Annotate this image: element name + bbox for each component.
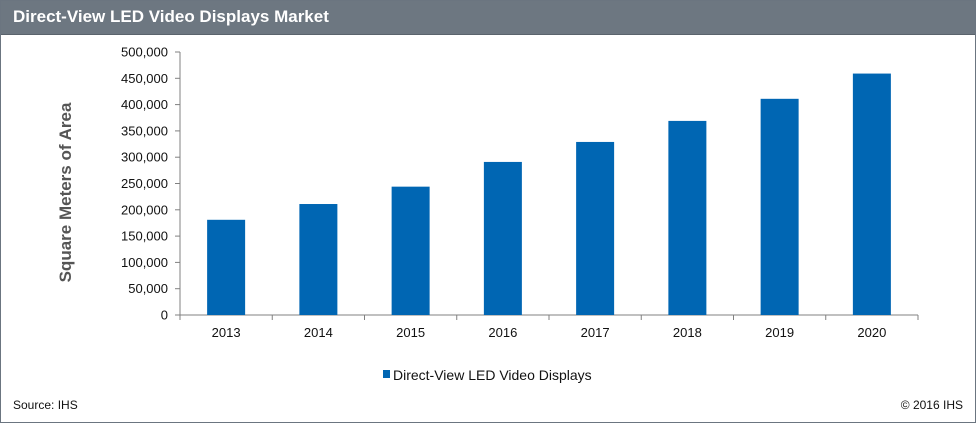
x-tick-label: 2020 xyxy=(857,325,886,340)
y-tick-label: 450,000 xyxy=(121,71,168,86)
legend-label: Direct-View LED Video Displays xyxy=(393,367,592,383)
bar-chart: Square Meters of Area 2013 2014 2015 2016 20… xyxy=(56,45,919,383)
axes xyxy=(175,51,919,320)
bar-2014 xyxy=(299,204,338,315)
y-tick-label: 350,000 xyxy=(121,123,168,138)
bar-2019 xyxy=(760,98,799,315)
y-tick-label: 300,000 xyxy=(121,150,168,165)
y-tick-label: 400,000 xyxy=(121,97,168,112)
y-axis-title-group: Square Meters of Area xyxy=(56,102,75,282)
x-tick-label: 2019 xyxy=(765,325,794,340)
x-tick-label: 2017 xyxy=(581,325,610,340)
y-tick-label: 250,000 xyxy=(121,176,168,191)
y-tick-label: 200,000 xyxy=(121,202,168,217)
y-tick-labels: 0 50,000 100,000 150,000 200,000 250,000 300,0… xyxy=(121,45,168,323)
bar-2017 xyxy=(576,141,615,315)
copyright-note: © 2016 IHS xyxy=(900,398,963,412)
source-note: Source: IHS xyxy=(13,398,78,412)
bar-2016 xyxy=(483,161,522,315)
bar-2015 xyxy=(391,186,430,315)
bar-2020 xyxy=(852,73,891,315)
y-tick-label: 0 xyxy=(161,308,168,323)
bar-2018 xyxy=(668,120,707,315)
title-bar: Direct-View LED Video Displays Market xyxy=(1,1,975,35)
x-tick-label: 2013 xyxy=(212,325,241,340)
y-tick-label: 50,000 xyxy=(128,281,168,296)
x-tick-label: 2016 xyxy=(488,325,517,340)
legend: Direct-View LED Video Displays xyxy=(383,367,592,383)
bar-2013 xyxy=(207,219,246,315)
legend-swatch xyxy=(383,370,390,378)
y-axis-title: Square Meters of Area xyxy=(56,102,75,282)
x-tick-label: 2018 xyxy=(673,325,702,340)
x-tick-label: 2015 xyxy=(396,325,425,340)
chart-title: Direct-View LED Video Displays Market xyxy=(13,7,329,26)
y-tick-label: 150,000 xyxy=(121,229,168,244)
x-tick-labels: 2013 2014 2015 2016 2017 2018 2019 2020 xyxy=(212,325,887,340)
bars xyxy=(207,73,891,315)
x-tick-label: 2014 xyxy=(304,325,333,340)
y-tick-label: 100,000 xyxy=(121,255,168,270)
y-tick-label: 500,000 xyxy=(121,45,168,60)
